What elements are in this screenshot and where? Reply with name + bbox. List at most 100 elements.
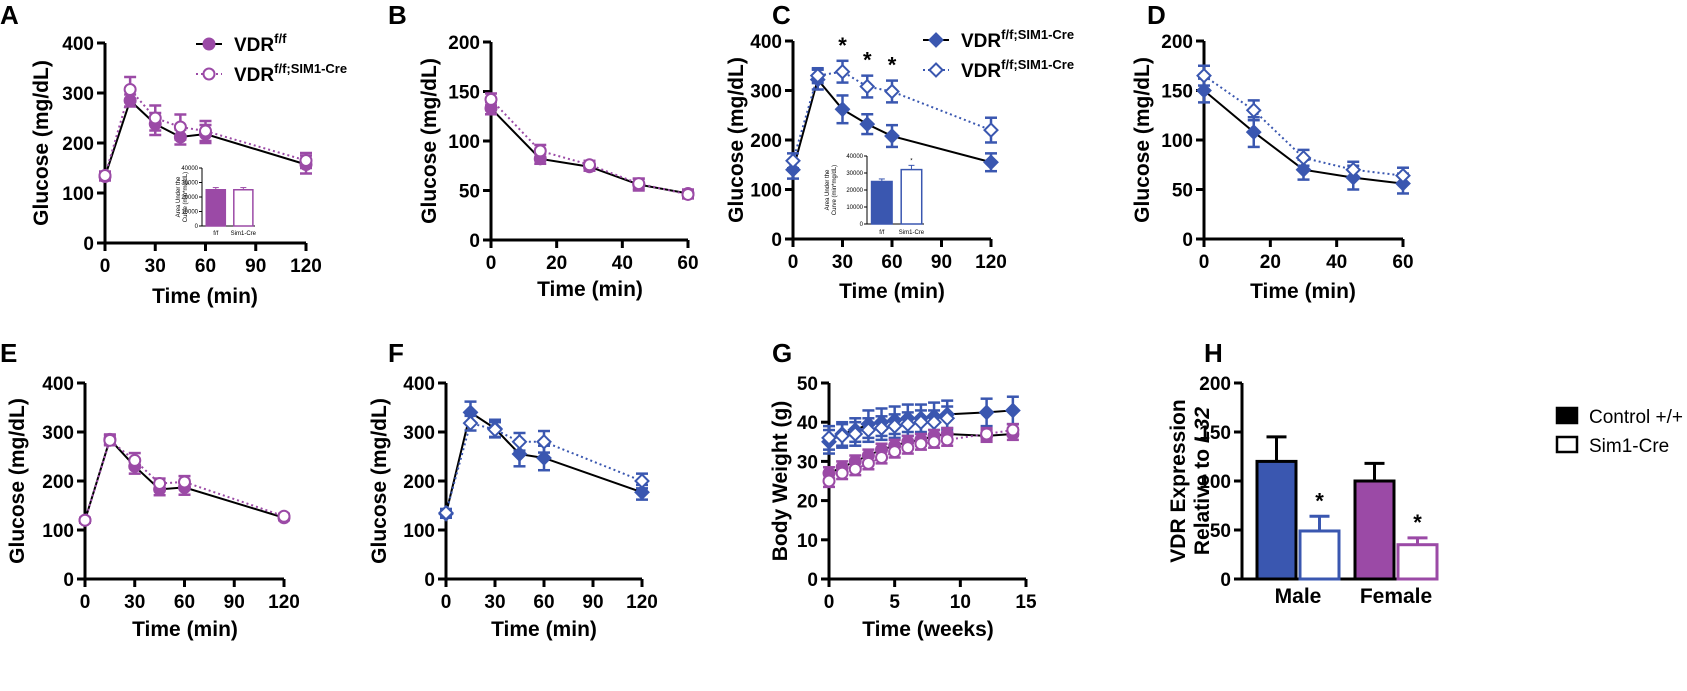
series-2 [821,405,956,451]
y-tick-label: 0 [1182,230,1193,251]
y-tick-label: 200 [62,134,94,155]
y-tick-label: 200 [403,472,435,493]
panel-a: A 0 100 200 300 400 0 30 60 90 120 Time (min) Glucos… [0,0,347,308]
panel-f: F 0 100 200 300 400 0 30 60 90 120 Time (min) Glucos… [368,338,658,641]
data-point-1 [834,428,851,444]
series-2 [78,433,291,527]
y-tick-label: 10 [797,531,818,552]
x-tick-label: 60 [195,256,216,277]
data-point-2 [583,158,596,172]
x-tick-label: 20 [1260,252,1281,273]
legend-item-1: VDRf/f [196,31,287,56]
legend-swatch [1555,435,1579,454]
data-point-3 [173,120,187,134]
inset-y-tick-label: 20000 [181,195,198,201]
series-2 [484,92,695,201]
category-label-male: Male [1275,585,1322,608]
data-point-5 [277,509,291,523]
data-point-1 [533,144,547,158]
y-axis-title: Glucose (mg/dL) [725,57,748,223]
panel-letter: D [1147,0,1166,30]
data-point-0 [821,429,837,446]
x-tick-label: 20 [546,253,567,274]
y-tick-label: 50 [459,182,480,203]
x-axis-title: Time (min) [152,285,258,308]
series-line [792,77,992,170]
data-point-11 [1006,423,1020,437]
y-axis-title: Glucose (mg/dL) [1131,57,1154,223]
y-tick-label: 400 [42,374,74,395]
legend-label: VDRf/f;SIM1-Cre [961,27,1074,52]
data-point-1 [1245,102,1262,119]
x-tick-label: 90 [245,256,266,277]
data-point-4 [536,433,552,450]
data-point-1 [835,466,849,480]
x-tick-label: 120 [290,256,322,277]
y-axis-title-gene: L32 [1191,407,1214,444]
inset-y-tick-label: 30000 [181,181,198,187]
data-point-11 [1004,402,1021,419]
x-tick-label: 0 [1199,252,1210,273]
panel-e: E 0 100 200 300 400 0 30 60 90 120 Time (min) Glucos… [0,338,300,641]
legend-label-superscript: f/f;SIM1-Cre [1001,27,1074,42]
panel-letter: F [388,338,404,368]
series-2 [785,59,999,170]
data-point-5 [888,445,902,459]
inset-y-label-line2: Curve (min*mg/dL) [183,172,189,222]
y-axis-title-line1: VDR Expression [1167,399,1190,562]
data-point-5 [634,473,650,489]
inset-auc-chart: 0 10000 20000 30000 40000 f/f Sim1-Cre Area Und… [176,166,257,237]
data-point-4 [884,83,900,100]
y-axis-title: Body Weight (g) [769,401,792,562]
inset-y-label-line2: Curve (min*mg/dL) [832,165,838,215]
y-tick-label: 0 [63,570,74,591]
data-point-2 [847,426,864,442]
x-axis-title: Time (min) [132,618,238,641]
x-tick-label: 0 [80,592,91,613]
y-tick-label: 0 [424,570,435,591]
series-2 [438,414,650,521]
series-4 [822,422,1020,489]
bar-male-control [1255,459,1298,581]
y-tick-label: 400 [62,34,94,55]
y-tick-label: 100 [1161,131,1193,152]
data-point-0 [1196,82,1212,99]
data-point-3 [861,456,875,470]
x-tick-label: 30 [484,592,505,613]
data-point-2 [128,453,142,467]
y-tick-label: 20 [797,492,818,513]
inset-y-tick-label: 30000 [846,171,863,177]
panel-letter: E [0,338,17,368]
y-tick-label: 0 [469,231,480,252]
y-tick-label: 300 [42,423,74,444]
y-tick-label: 50 [797,374,818,395]
data-point-4 [681,187,695,201]
legend-label: Sim1-Cre [1589,436,1669,457]
legend-label: Control +/+ [1589,407,1683,428]
y-tick-label: 200 [750,131,782,152]
x-tick-label: 0 [824,592,835,613]
y-tick-label: 0 [83,234,94,255]
y-tick-label: 0 [1220,570,1231,591]
inset-y-label-line1: Area Under the [176,176,182,217]
data-point-8 [926,414,942,431]
series-line [104,98,307,177]
series-line [445,421,643,514]
category-label-female: Female [1360,585,1432,608]
data-point-2 [487,421,503,438]
legend-label: VDRf/f;SIM1-Cre [961,57,1074,82]
series-1 [484,101,695,200]
x-tick-label: 15 [1015,592,1037,613]
data-point-4 [1395,167,1411,184]
x-tick-label: 0 [486,253,497,274]
y-axis-title: Glucose (mg/dL) [368,398,391,564]
x-tick-label: 10 [950,592,971,613]
series-line [490,107,689,195]
y-tick-label: 300 [750,82,782,103]
data-point-3 [632,177,646,191]
data-point-1 [462,415,479,432]
data-point-3 [859,78,876,95]
data-point-6 [899,416,916,433]
data-point-2 [848,462,862,476]
data-point-4 [873,420,890,436]
